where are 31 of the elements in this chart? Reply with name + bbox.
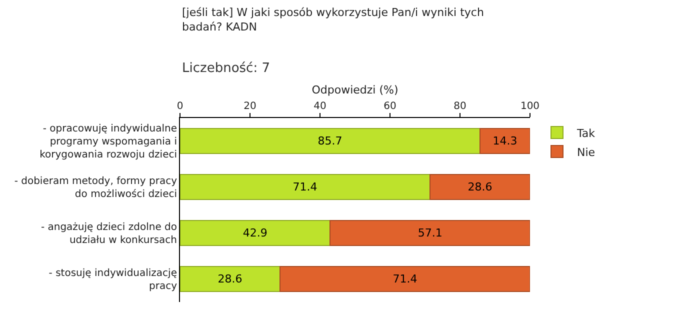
data-label: 14.3: [492, 134, 518, 148]
bar: [479, 128, 530, 154]
data-label: 85.7: [318, 134, 342, 148]
x-tick-label: 40: [314, 101, 326, 112]
x-axis-title: Odpowiedzi (%): [312, 84, 398, 97]
y-tick-label: - angażuję dzieci zdolne do udziału w konkursach: [40, 222, 177, 246]
data-label: 57.1: [418, 226, 442, 240]
bar: [180, 220, 331, 246]
y-tick-label: - opracowuję indywidualne programy wspomagania i korygowania rozwoju dzieci: [40, 124, 177, 160]
data-label: 71.4: [392, 272, 418, 286]
chart-subtitle: Liczebność: 7: [182, 61, 270, 76]
bar: [180, 128, 480, 154]
data-label: 42.9: [242, 226, 268, 240]
bar: [429, 174, 530, 200]
data-label: 28.6: [468, 180, 492, 194]
data-label: 71.4: [292, 180, 318, 194]
bar: [180, 266, 281, 292]
legend-label: Tak: [576, 126, 596, 140]
x-tick-label: 100: [520, 101, 540, 112]
x-tick-label: 60: [384, 101, 396, 112]
x-tick-label: 20: [244, 101, 256, 112]
x-tick-label: 0: [176, 101, 184, 112]
bar: [280, 266, 530, 292]
legend-label: Nie: [577, 146, 596, 159]
y-tick-label: - stosuję indywidualizację pracy: [48, 268, 178, 292]
bar: [330, 220, 530, 246]
chart-title: [jeśli tak] W jaki sposób wykorzystuje Pan/i wyniki tych badań? KADN: [182, 6, 484, 34]
bar: [180, 174, 430, 200]
y-tick-label: - dobieram metody, formy pracy do możliwości dzieci: [14, 176, 178, 200]
x-tick-label: 80: [454, 101, 466, 112]
data-label: 28.6: [218, 272, 242, 286]
